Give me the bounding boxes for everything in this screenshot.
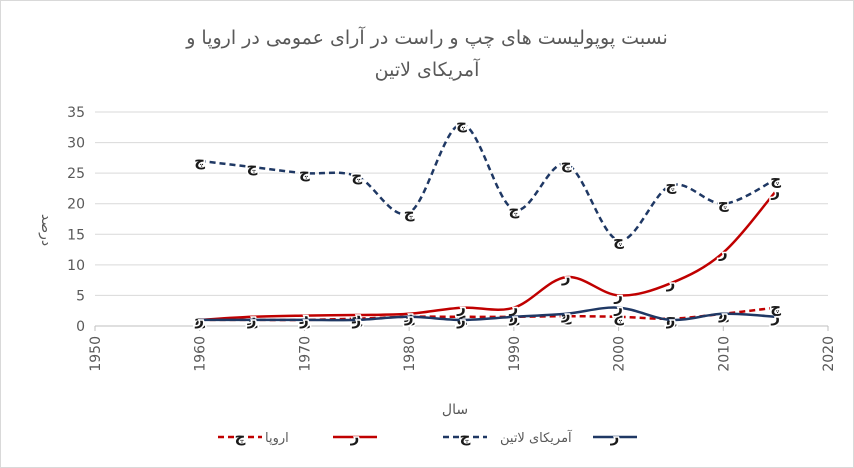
x-axis-title: سال (442, 402, 468, 418)
legend-entry-2: ر (333, 427, 377, 448)
legend-marker: چ (460, 428, 471, 446)
series-3-point: چ (718, 195, 729, 213)
series-2-point: ر (509, 299, 519, 317)
series-4-point: ر (247, 311, 257, 329)
series-1-point: چ (456, 308, 467, 326)
x-tick-label: 2020 (821, 336, 837, 372)
series-4-point: ر (299, 311, 309, 329)
series-3-point: چ (404, 204, 415, 222)
series-3-point: چ (508, 201, 519, 219)
series-3-point: چ (456, 115, 467, 133)
series-4-point: ر (561, 305, 571, 323)
series-2-point: ر (613, 286, 623, 304)
series-3-point: چ (351, 167, 362, 185)
series-2-point: ر (404, 305, 414, 323)
series-4-point: ر (509, 308, 519, 326)
chart-title-line-2: آمریکای لاتین (375, 57, 480, 81)
legend-entry-3: چ آمریکای لاتین (443, 427, 573, 448)
y-tick-label: 0 (76, 319, 85, 335)
series-2-point: ر (561, 268, 571, 286)
y-tick-label: 30 (67, 136, 85, 152)
series-4-point: ر (718, 305, 728, 323)
series-3-point: چ (561, 155, 572, 173)
series-2-point: ر (666, 274, 676, 292)
series-2-point: ر (247, 308, 257, 326)
series-4-point: ر (770, 308, 780, 326)
x-tick-label: 2000 (612, 336, 628, 372)
legend-marker: ر (610, 428, 620, 446)
series-3-point: چ (770, 170, 781, 188)
legend: چ اروپا ر چ آمریکای لاتین ر (218, 427, 637, 448)
series-4-point: ر (666, 311, 676, 329)
series-3-point: چ (666, 176, 677, 194)
series-4-point: ر (351, 311, 361, 329)
series-4-point: ر (194, 311, 204, 329)
series-4-point: ر (456, 311, 466, 329)
series-4-point: ر (404, 308, 414, 326)
legend-entry-1: چ اروپا (218, 427, 289, 448)
series-4-line (199, 306, 776, 322)
series-3-point: چ (194, 152, 205, 170)
series-2-point: ر (456, 299, 466, 317)
x-tick-label: 2010 (716, 336, 732, 372)
chart-title-line-1: نسبت پوپولیست های چپ و راست در آرای عموم… (185, 25, 668, 49)
legend-marker: ر (350, 428, 360, 446)
x-tick-label: 1970 (297, 336, 313, 372)
series-4-point: ر (613, 299, 623, 317)
series-1-point: چ (613, 308, 624, 326)
legend-entry-4: ر (593, 427, 637, 448)
x-tick-label: 1960 (193, 336, 209, 372)
series-3-point: چ (299, 164, 310, 182)
series-4: ر ر ر ر ر ر ر ر رر ر ر (193, 297, 782, 330)
series-2-point: ر (194, 311, 204, 329)
y-tick-label: 20 (67, 197, 85, 213)
y-axis-title: درصد (38, 214, 54, 246)
series-1-point: چ (561, 307, 572, 325)
series-2-point: ر (770, 182, 780, 200)
y-tick-label: 15 (67, 227, 85, 243)
y-tick-label: 35 (67, 105, 85, 121)
legend-label: آمریکای لاتین (500, 429, 573, 446)
legend-label: اروپا (265, 431, 289, 446)
x-tick-label: 1980 (402, 336, 418, 372)
y-tick-label: 5 (76, 288, 85, 304)
x-tick-label: 1950 (88, 336, 104, 372)
y-tick-label: 25 (67, 166, 85, 182)
series-3: چ چ چ چ چ چ چ چ چ چ چ چ (193, 114, 783, 251)
series-2-line (199, 190, 777, 322)
y-tick-label: 10 (67, 258, 85, 274)
series-2-point: ر (718, 244, 728, 262)
series-3-point: چ (247, 158, 258, 176)
series-1-point: چ (770, 299, 781, 317)
legend-marker: چ (235, 428, 246, 446)
axes: 0 5 10 15 20 25 30 35 1950 1960 1970 1980 1990 2000 20… (67, 105, 837, 372)
series-3-line (199, 122, 777, 242)
series-3-point: چ (613, 231, 624, 249)
x-tick-label: 1990 (507, 336, 523, 372)
